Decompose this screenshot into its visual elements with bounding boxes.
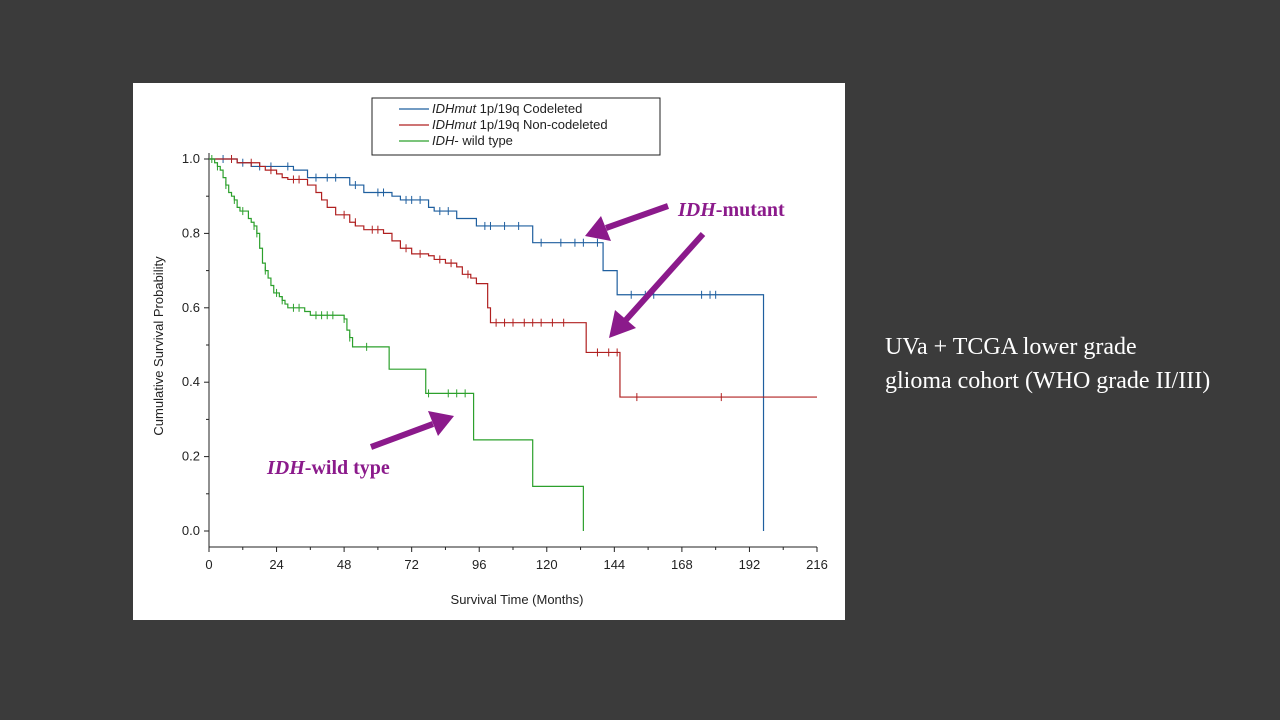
caption-line-1: UVa + TCGA lower grade	[885, 334, 1137, 360]
legend-label-2: IDH- wild type	[432, 133, 513, 148]
y-tick-label: 0.0	[182, 523, 200, 538]
x-tick-label: 144	[603, 557, 625, 572]
legend-label-1: IDHmut 1p/19q Non-codeleted	[432, 117, 608, 132]
legend-label-italic: IDHmut	[432, 117, 477, 132]
y-tick-label: 0.2	[182, 449, 200, 464]
series-2-group	[209, 155, 584, 531]
annotation-mutant-rest: -mutant	[716, 199, 785, 221]
chart-curves	[209, 155, 817, 531]
annotation-idh-wild: IDH-wild type	[266, 411, 454, 479]
series-1-line	[209, 158, 817, 398]
y-axis-label: Cumulative Survival Probability	[151, 256, 166, 436]
annotation-wild-italic: IDH	[266, 457, 306, 479]
x-axis-label: Survival Time (Months)	[451, 592, 584, 607]
legend-label-italic: IDHmut	[432, 101, 477, 116]
survival-chart: 0 24 48 72 96 120 144 168 192 216 0.0 0.2 0.4 0.6 0.8 1…	[151, 97, 828, 607]
cohort-caption: UVa + TCGA lower grade glioma cohort (WH…	[885, 330, 1265, 398]
legend-label-italic: IDH	[432, 133, 455, 148]
svg-text:IDH-wild type: IDH-wild type	[266, 457, 390, 479]
x-tick-label: 48	[337, 557, 351, 572]
svg-text:IDH-mutant: IDH-mutant	[677, 199, 785, 221]
annotation-wild-rest: -wild type	[305, 457, 390, 479]
legend-label-rest: 1p/19q Non-codeleted	[476, 117, 608, 132]
x-tick-label: 192	[739, 557, 761, 572]
caption-line-2: glioma cohort (WHO grade II/III)	[885, 368, 1211, 394]
annotation-mutant-italic: IDH	[677, 199, 717, 221]
series-2-line	[209, 158, 584, 531]
y-tick-label: 0.8	[182, 225, 200, 240]
series-1-group	[209, 155, 817, 402]
x-tick-label: 168	[671, 557, 693, 572]
series-0-line	[209, 158, 765, 531]
x-tick-label: 120	[536, 557, 558, 572]
x-tick-label: 0	[205, 557, 212, 572]
annotation-idh-mutant: IDH-mutant	[585, 199, 785, 338]
x-tick-label: 72	[404, 557, 418, 572]
x-tick-label: 24	[269, 557, 283, 572]
legend-label-rest: 1p/19q Codeleted	[476, 101, 582, 116]
x-tick-label: 216	[806, 557, 828, 572]
y-tick-label: 1.0	[182, 151, 200, 166]
x-tick-label: 96	[472, 557, 486, 572]
legend-label-0: IDHmut 1p/19q Codeleted	[432, 101, 582, 116]
y-tick-label: 0.6	[182, 300, 200, 315]
legend-label-rest: - wild type	[454, 133, 513, 148]
y-tick-label: 0.4	[182, 374, 200, 389]
chart-axes: 0 24 48 72 96 120 144 168 192 216 0.0 0.2 0.4 0.6 0.8 1…	[182, 151, 828, 572]
series-0-group	[209, 155, 765, 531]
chart-panel: 0 24 48 72 96 120 144 168 192 216 0.0 0.2 0.4 0.6 0.8 1…	[133, 83, 845, 620]
